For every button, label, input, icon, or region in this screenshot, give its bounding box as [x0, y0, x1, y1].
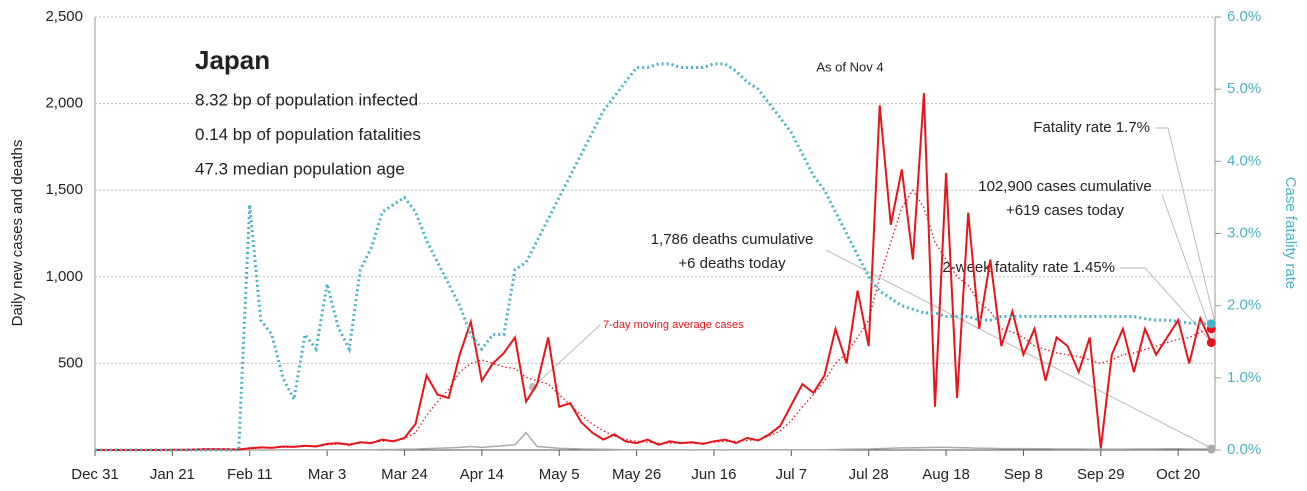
x-tick-label: Feb 11 [227, 466, 273, 483]
y-tick-label: 2,500 [45, 8, 83, 25]
y-tick-label: 500 [58, 354, 83, 371]
chart-title: Japan [195, 45, 270, 75]
x-tick-label: May 5 [539, 466, 580, 483]
subtitle: 8.32 bp of population infected [195, 90, 418, 109]
x-tick-label: Sep 29 [1077, 466, 1125, 483]
y-tick-label: 1,000 [45, 268, 83, 285]
y2-tick-label: 1.0% [1227, 369, 1261, 386]
end-dot [1206, 444, 1216, 454]
annotation: +619 cases today [1006, 202, 1125, 219]
x-tick-label: Jul 7 [775, 466, 807, 483]
subtitle: 47.3 median population age [195, 159, 405, 178]
series-line [95, 93, 1213, 451]
y2-tick-label: 6.0% [1227, 8, 1261, 25]
x-tick-label: Sep 8 [1004, 466, 1043, 483]
y-tick-label: 1,500 [45, 181, 83, 198]
y2-tick-label: 2.0% [1227, 297, 1261, 314]
x-tick-label: Jul 28 [849, 466, 889, 483]
series-label: 7-day moving average cases [603, 319, 744, 331]
x-tick-label: Jan 21 [150, 466, 195, 483]
y2-tick-label: 4.0% [1227, 152, 1261, 169]
annotation: +6 deaths today [678, 255, 786, 272]
y-axis-label: Daily new cases and deaths [9, 140, 26, 327]
x-tick-label: May 26 [612, 466, 661, 483]
y-tick-label: 2,000 [45, 95, 83, 112]
y2-tick-label: 5.0% [1227, 80, 1261, 97]
y2-tick-label: 0.0% [1227, 441, 1261, 458]
annotation: 102,900 cases cumulative [978, 178, 1151, 195]
series-line [95, 62, 1212, 452]
x-tick-label: Oct 20 [1156, 466, 1200, 483]
x-tick-label: Aug 18 [922, 466, 970, 483]
date-note: As of Nov 4 [816, 59, 883, 74]
x-tick-label: Dec 31 [71, 466, 119, 483]
annotation: 2-week fatality rate 1.45% [942, 259, 1115, 276]
series-line [95, 431, 1212, 451]
x-tick-label: Mar 3 [308, 466, 346, 483]
y2-axis-label: Case fatality rate [1282, 177, 1299, 290]
end-dot [1206, 338, 1216, 348]
y2-tick-label: 3.0% [1227, 224, 1261, 241]
x-tick-label: Apr 14 [460, 466, 504, 483]
x-tick-label: Mar 24 [381, 466, 428, 483]
end-dot [1206, 319, 1216, 329]
subtitle: 0.14 bp of population fatalities [195, 125, 421, 144]
x-tick-label: Jun 16 [691, 466, 736, 483]
annotation: Fatality rate 1.7% [1033, 119, 1150, 136]
annotation: 1,786 deaths cumulative [651, 231, 814, 248]
leader-lines [532, 127, 1216, 451]
